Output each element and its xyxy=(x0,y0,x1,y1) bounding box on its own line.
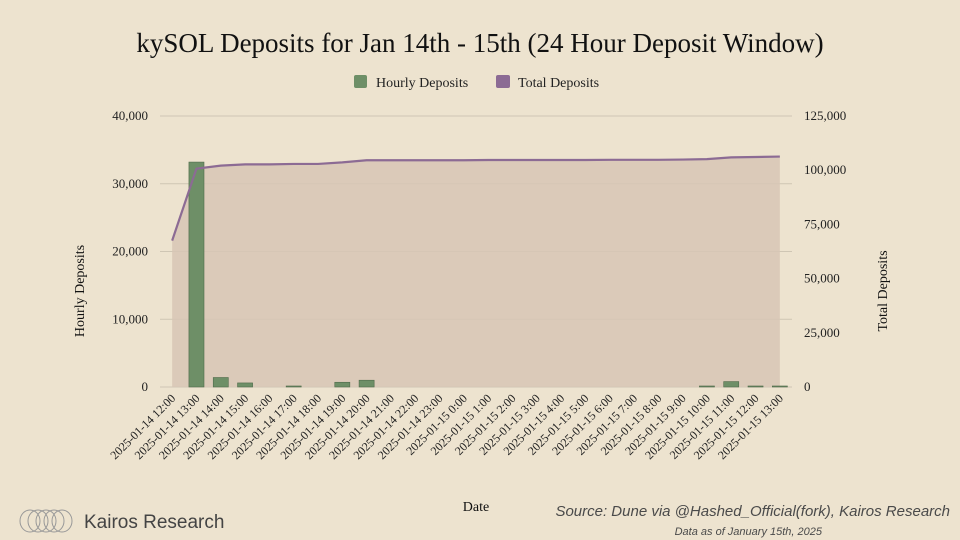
chart-title: kySOL Deposits for Jan 14th - 15th (24 H… xyxy=(136,28,823,58)
bar-hourly-25 xyxy=(772,385,788,388)
x-axis-title: Date xyxy=(463,500,489,515)
bar-hourly-24 xyxy=(747,385,764,388)
source-note: Source: Dune via @Hashed_Official(fork),… xyxy=(555,503,950,520)
y-tick-label: 10,000 xyxy=(112,311,148,326)
y2-tick-label: 0 xyxy=(804,379,811,394)
y-axis-title: Hourly Deposits xyxy=(73,245,88,337)
y2-tick-label: 75,000 xyxy=(804,216,840,231)
total-deposits-line-group xyxy=(171,155,780,242)
hourly-deposit-bars xyxy=(188,161,788,388)
total-deposits-area xyxy=(172,156,780,387)
bar-hourly-7 xyxy=(334,381,351,388)
legend-label-hourly: Hourly Deposits xyxy=(376,76,468,91)
left-axis-ticks: 0 10,000 20,000 30,000 40,000 xyxy=(112,108,148,394)
y2-tick-label: 125,000 xyxy=(804,108,846,123)
data-as-of: Data as of January 15th, 2025 xyxy=(675,526,823,538)
bar-hourly-22 xyxy=(699,385,715,388)
legend-swatch-hourly xyxy=(354,75,367,88)
total-deposits-line xyxy=(171,155,780,242)
kairos-logo xyxy=(19,509,73,533)
bar-hourly-3 xyxy=(237,382,253,388)
y2-tick-label: 50,000 xyxy=(804,271,840,286)
y-tick-label: 20,000 xyxy=(112,244,148,259)
legend-label-total: Total Deposits xyxy=(518,76,599,91)
brand-name: Kairos Research xyxy=(84,512,224,533)
y2-axis-title: Total Deposits xyxy=(876,250,891,331)
y-tick-label: 0 xyxy=(142,379,149,394)
y-tick-label: 30,000 xyxy=(112,176,148,191)
legend: Hourly Deposits Total Deposits xyxy=(354,75,599,91)
y-tick-label: 40,000 xyxy=(112,108,148,123)
bar-hourly-5 xyxy=(285,385,302,388)
bar-hourly-2 xyxy=(212,377,229,388)
y2-tick-label: 25,000 xyxy=(804,325,840,340)
y2-tick-label: 100,000 xyxy=(804,162,846,177)
bar-hourly-1 xyxy=(188,161,205,388)
bar-hourly-8 xyxy=(358,379,375,388)
total-deposits-area-fill xyxy=(172,156,780,387)
bar-hourly-23 xyxy=(723,381,740,388)
right-axis-ticks: 0 25,000 50,000 75,000 100,000 125,000 xyxy=(804,108,846,394)
legend-swatch-total xyxy=(496,75,510,88)
